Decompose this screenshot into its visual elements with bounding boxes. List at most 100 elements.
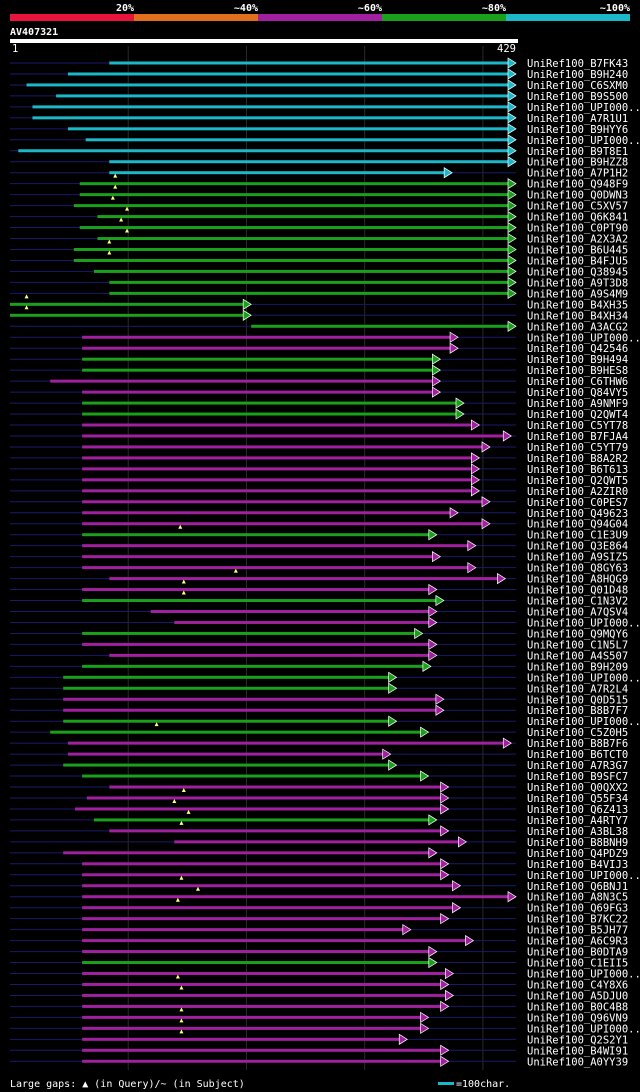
hit-row[interactable]: UniRef100_B4VIJ3 [10,858,628,871]
hit-bar[interactable] [82,555,434,559]
hit-bar[interactable] [82,511,452,515]
hit-bar[interactable] [97,215,509,219]
hit-row[interactable]: UniRef100_UPI000.. [10,134,640,147]
hit-bar[interactable] [63,686,390,690]
hit-label[interactable]: UniRef100_B9S500 [527,91,628,103]
hit-row[interactable]: UniRef100_B6U445 [10,239,628,256]
hit-bar[interactable] [82,873,442,877]
hit-bar[interactable] [63,697,437,701]
hit-row[interactable]: UniRef100_UPI000.. [10,101,640,114]
hit-bar[interactable] [85,138,510,142]
hit-label[interactable]: UniRef100_UPI000.. [527,102,640,114]
hit-bar[interactable] [82,544,469,548]
hit-label[interactable]: UniRef100_C5Z0H5 [527,727,628,739]
hit-label[interactable]: UniRef100_A3BL38 [527,826,628,838]
hit-bar[interactable] [82,961,430,965]
hit-label[interactable]: UniRef100_B0C4B8 [527,1001,628,1013]
hit-row[interactable]: UniRef100_Q6K841 [10,206,628,224]
hit-label[interactable]: UniRef100_Q49623 [527,508,628,520]
hit-bar[interactable] [63,719,390,723]
hit-bar[interactable] [82,588,430,592]
hit-label[interactable]: UniRef100_B4XH35 [527,299,628,311]
hit-row[interactable]: UniRef100_Q0D515 [10,693,628,706]
hit-bar[interactable] [79,182,510,186]
hit-bar[interactable] [82,390,434,394]
hit-bar[interactable] [32,105,509,109]
hit-bar[interactable] [109,785,442,789]
hit-bar[interactable] [10,313,245,317]
hit-bar[interactable] [63,851,430,855]
hit-label[interactable]: UniRef100_B8BNH9 [527,837,628,849]
hit-label[interactable]: UniRef100_Q0DWN3 [527,190,628,202]
hit-row[interactable]: UniRef100_Q0QXX2 [10,781,628,794]
hit-label[interactable]: UniRef100_Q3E864 [527,541,628,553]
hit-bar[interactable] [10,302,245,306]
hit-bar[interactable] [82,895,509,899]
hit-bar[interactable] [82,884,454,888]
hit-label[interactable]: UniRef100_Q2QWT5 [527,475,628,487]
hit-bar[interactable] [82,599,437,603]
hit-bar[interactable] [82,1015,422,1019]
hit-label[interactable]: UniRef100_UPI000.. [527,716,640,728]
hit-row[interactable]: UniRef100_Q42546 [10,342,628,355]
hit-row[interactable]: UniRef100_B9HES8 [10,364,628,377]
hit-row[interactable]: UniRef100_Q8GY63 [10,561,628,575]
hit-bar[interactable] [109,171,446,175]
hit-row[interactable]: UniRef100_Q2QWT5 [10,474,628,487]
hit-label[interactable]: UniRef100_A5DJU0 [527,990,628,1002]
hit-bar[interactable] [67,741,505,745]
hit-label[interactable]: UniRef100_UPI000.. [527,135,640,147]
hit-row[interactable]: UniRef100_B9SFC7 [10,770,628,783]
hit-label[interactable]: UniRef100_Q6BNJ1 [527,881,628,893]
hit-row[interactable]: UniRef100_A7R2L4 [10,682,628,695]
hit-bar[interactable] [82,445,483,449]
hit-label[interactable]: UniRef100_A4RTY7 [527,815,628,827]
hit-bar[interactable] [109,291,509,295]
hit-row[interactable]: UniRef100_Q6BNJ1 [10,875,628,893]
hit-label[interactable]: UniRef100_A7P1H2 [527,168,628,180]
hit-label[interactable]: UniRef100_UPI000.. [527,332,640,344]
hit-bar[interactable] [82,862,442,866]
hit-row[interactable]: UniRef100_A2X3A2 [10,228,628,246]
hit-label[interactable]: UniRef100_B9H494 [527,354,628,366]
hit-row[interactable]: UniRef100_Q3E864 [10,540,628,553]
hit-row[interactable]: UniRef100_C6THW6 [10,375,628,388]
hit-row[interactable]: UniRef100_A8N3C5 [10,886,628,904]
hit-label[interactable]: UniRef100_B6T613 [527,464,628,476]
hit-label[interactable]: UniRef100_B9H240 [527,69,628,81]
hit-row[interactable]: UniRef100_A8HQG9 [10,568,628,586]
hit-bar[interactable] [82,928,404,932]
hit-row[interactable]: UniRef100_B4XH35 [10,294,628,311]
hit-bar[interactable] [109,280,509,284]
hit-bar[interactable] [97,237,509,241]
hit-row[interactable]: UniRef100_C1EII5 [10,956,628,970]
hit-bar[interactable] [67,127,510,131]
hit-label[interactable]: UniRef100_B9HZZ8 [527,157,628,169]
hit-label[interactable]: UniRef100_B9HYY6 [527,124,628,136]
hit-label[interactable]: UniRef100_UPI000.. [527,1023,640,1035]
hit-row[interactable]: UniRef100_A7R1U1 [10,112,628,125]
hit-label[interactable]: UniRef100_Q69FG3 [527,903,628,915]
hit-label[interactable]: UniRef100_Q42546 [527,343,628,355]
hit-label[interactable]: UniRef100_Q2QWT4 [527,409,628,421]
hit-row[interactable]: UniRef100_Q4PDZ9 [10,847,628,860]
hit-label[interactable]: UniRef100_Q6Z413 [527,804,628,816]
hit-row[interactable]: UniRef100_A3ACG2 [10,320,628,333]
hit-label[interactable]: UniRef100_B8B7F6 [527,738,628,750]
hit-row[interactable]: UniRef100_UPI000.. [10,869,640,882]
hit-row[interactable]: UniRef100_B8BNH9 [10,836,628,849]
hit-bar[interactable] [75,807,442,811]
hit-bar[interactable] [93,818,430,822]
hit-bar[interactable] [82,566,469,570]
hit-row[interactable]: UniRef100_A0YY39 [10,1055,628,1068]
hit-label[interactable]: UniRef100_A2ZIR0 [527,486,628,498]
hit-bar[interactable] [82,434,505,438]
hit-bar[interactable] [82,1059,442,1063]
hit-bar[interactable] [82,401,457,405]
hit-bar[interactable] [82,982,442,986]
hit-label[interactable]: UniRef100_B7FJA4 [527,431,628,443]
hit-row[interactable]: UniRef100_B7FK43 [10,57,628,70]
hit-bar[interactable] [82,489,473,493]
hit-bar[interactable] [82,1026,422,1030]
hit-label[interactable]: UniRef100_A6C9R3 [527,936,628,948]
